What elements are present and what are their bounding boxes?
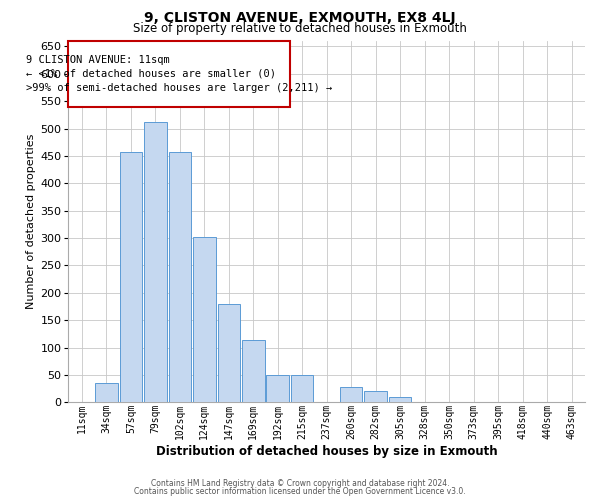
Bar — [340, 387, 362, 402]
FancyBboxPatch shape — [68, 41, 290, 106]
Bar — [291, 375, 313, 402]
Text: Size of property relative to detached houses in Exmouth: Size of property relative to detached ho… — [133, 22, 467, 35]
Bar — [119, 152, 142, 403]
Text: Contains public sector information licensed under the Open Government Licence v3: Contains public sector information licen… — [134, 487, 466, 496]
Bar — [266, 375, 289, 402]
Bar — [144, 122, 167, 402]
X-axis label: Distribution of detached houses by size in Exmouth: Distribution of detached houses by size … — [156, 444, 497, 458]
Bar — [169, 152, 191, 403]
Bar — [95, 383, 118, 402]
Y-axis label: Number of detached properties: Number of detached properties — [26, 134, 36, 310]
Bar — [389, 397, 412, 402]
Bar — [193, 237, 215, 402]
Text: Contains HM Land Registry data © Crown copyright and database right 2024.: Contains HM Land Registry data © Crown c… — [151, 478, 449, 488]
Bar — [218, 304, 240, 402]
Text: 9 CLISTON AVENUE: 11sqm
← <1% of detached houses are smaller (0)
>99% of semi-de: 9 CLISTON AVENUE: 11sqm ← <1% of detache… — [26, 55, 332, 93]
Bar — [364, 392, 387, 402]
Bar — [242, 340, 265, 402]
Text: 9, CLISTON AVENUE, EXMOUTH, EX8 4LJ: 9, CLISTON AVENUE, EXMOUTH, EX8 4LJ — [144, 11, 456, 25]
